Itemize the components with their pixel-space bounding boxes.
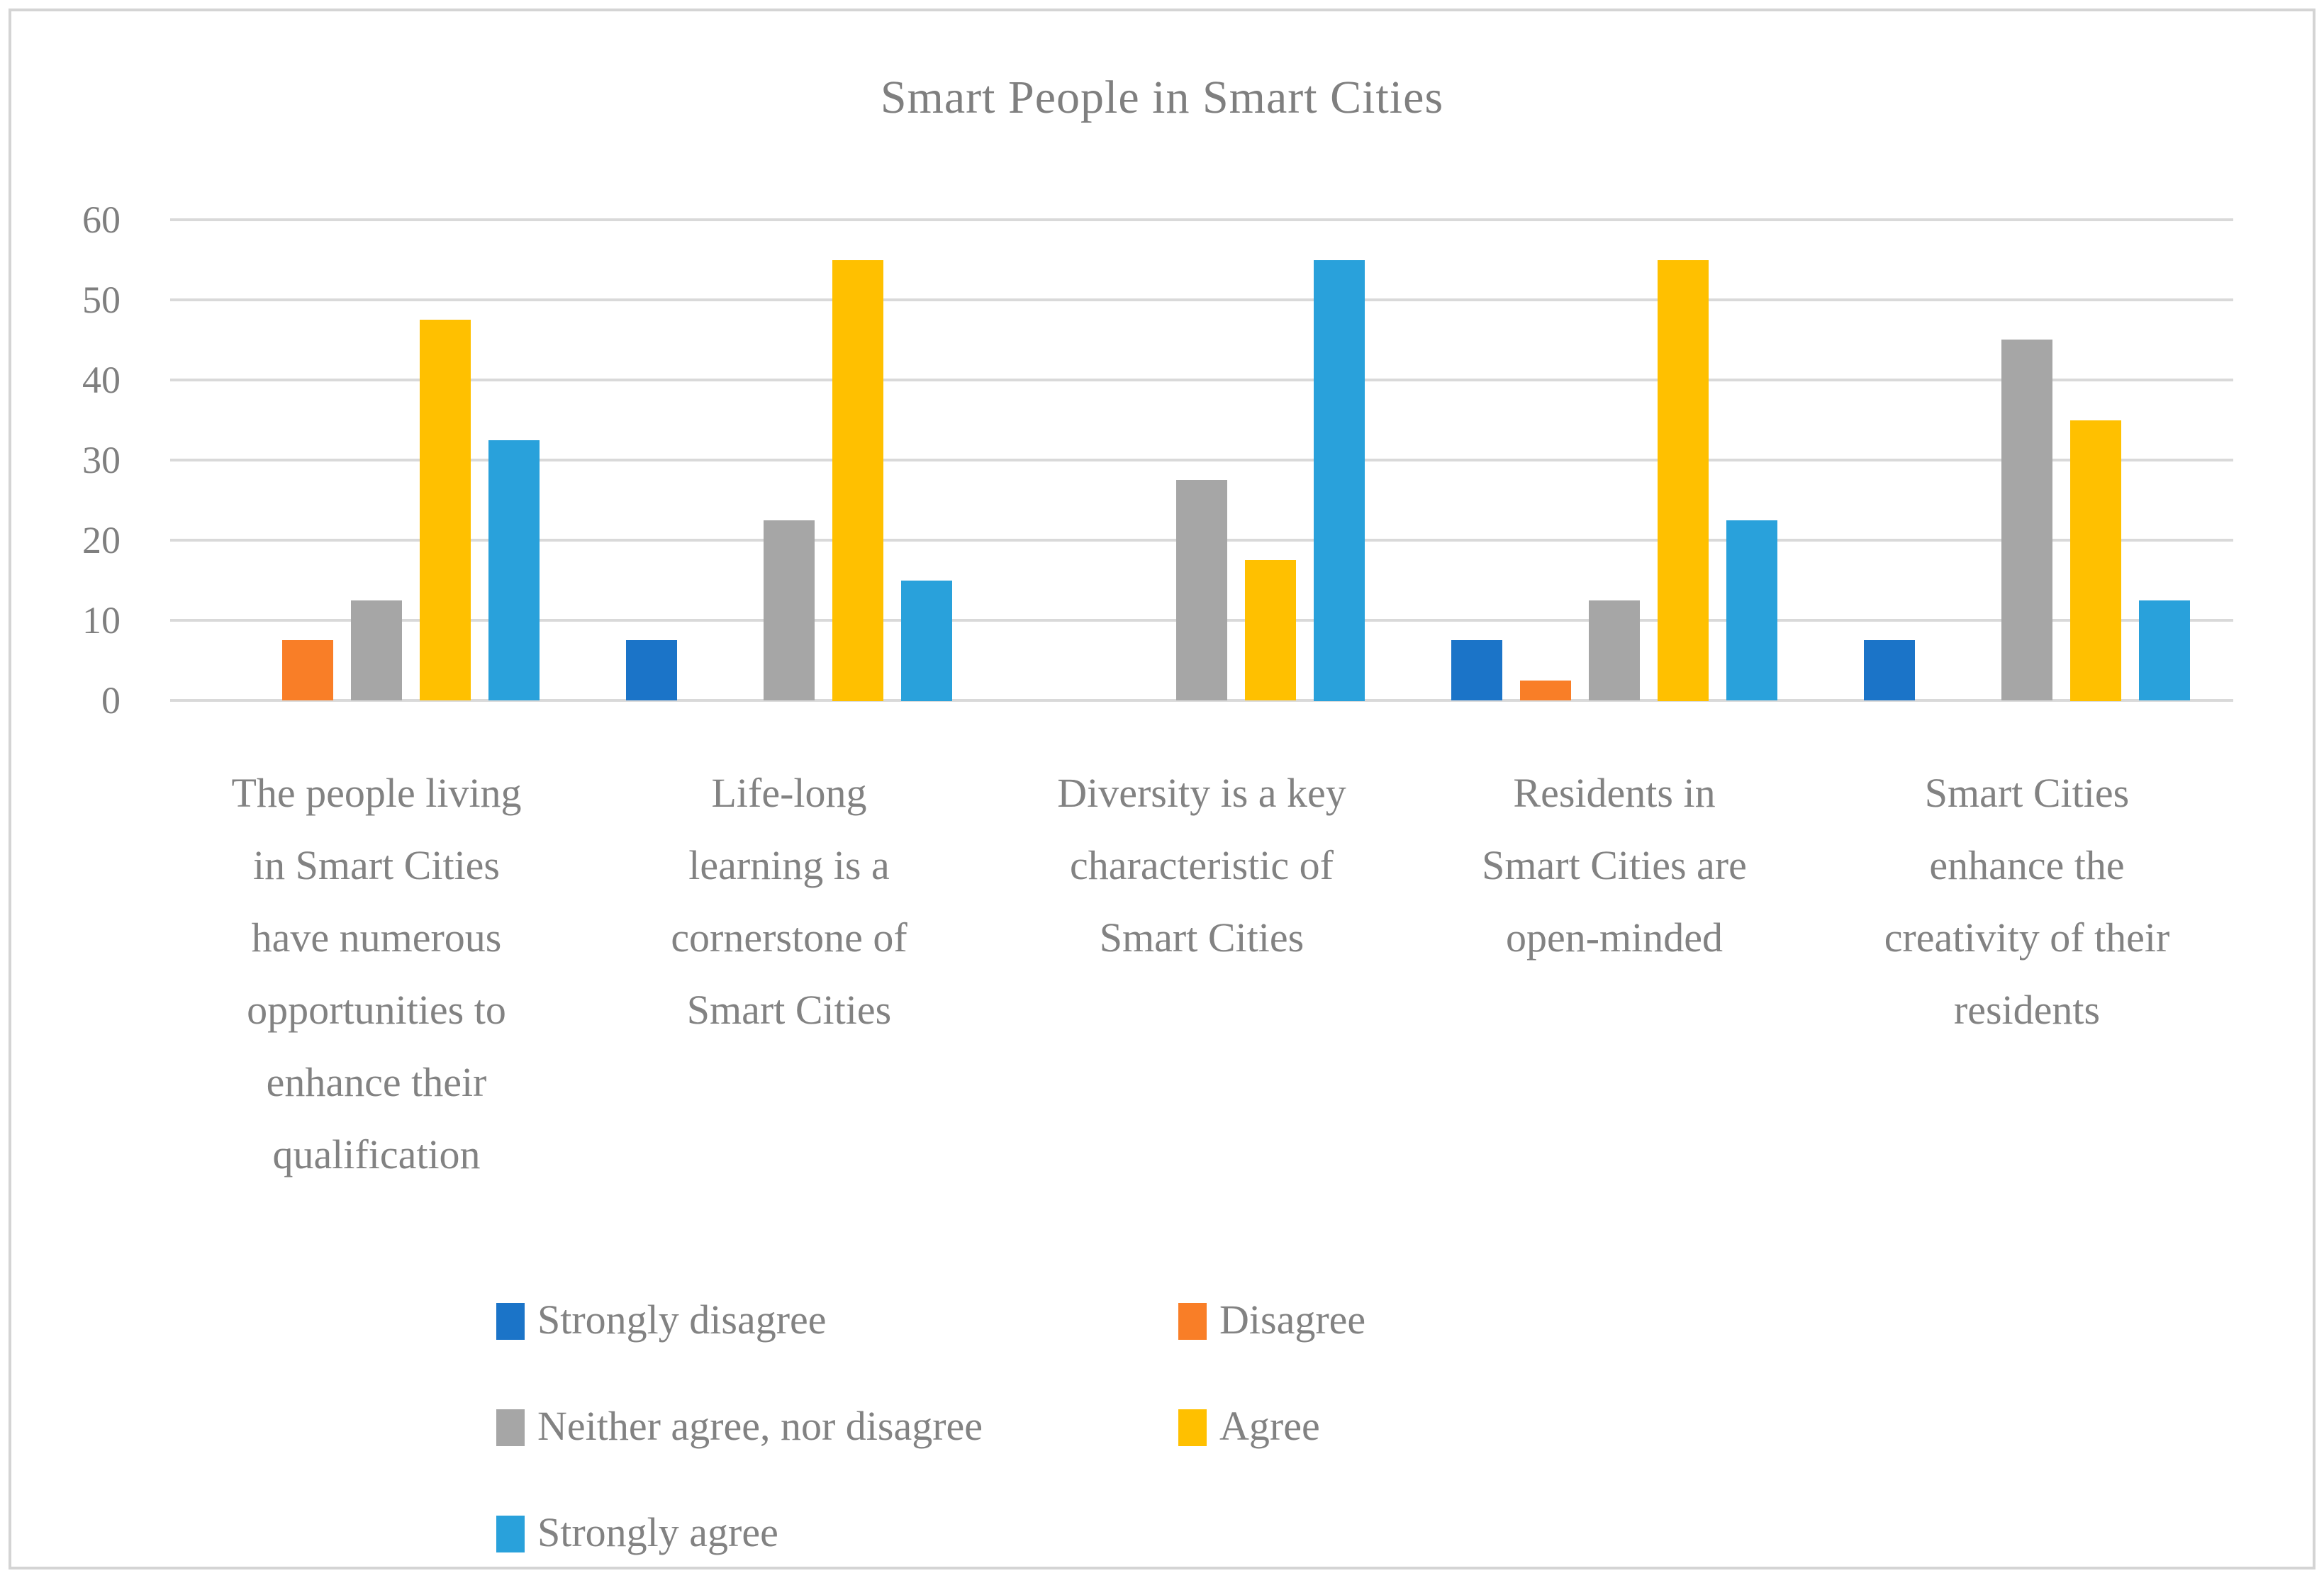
bar-agree-group-5 bbox=[2070, 420, 2121, 701]
gridline-40 bbox=[170, 379, 2233, 381]
y-axis-label-20: 20 bbox=[82, 519, 121, 561]
gridline-30 bbox=[170, 459, 2233, 461]
bar-neither-agree-nor-disagree-group-4 bbox=[1589, 600, 1640, 700]
category-label-line: enhance their bbox=[266, 1059, 487, 1105]
bar-strongly-agree-group-4 bbox=[1726, 520, 1777, 700]
category-label-line: Residents in bbox=[1513, 770, 1716, 816]
legend-swatch-strongly-disagree bbox=[496, 1303, 525, 1340]
gridline-0 bbox=[170, 699, 2233, 702]
chart-title: Smart People in Smart Cities bbox=[880, 72, 1444, 123]
category-label-3: Diversity is a key characteristic of Smart… bbox=[1001, 757, 1402, 974]
category-label-line: cornerstone of bbox=[671, 914, 907, 961]
category-label-line: enhance the bbox=[1929, 842, 2125, 888]
legend-label-strongly-disagree: Strongly disagree bbox=[537, 1297, 827, 1343]
y-axis-label-10: 10 bbox=[82, 599, 121, 642]
bar-neither-agree-nor-disagree-group-2 bbox=[764, 520, 815, 700]
legend-label-neither-agree-nor-disagree: Neither agree, nor disagree bbox=[537, 1403, 983, 1449]
bar-strongly-agree-group-1 bbox=[488, 440, 540, 700]
category-label-line: Diversity is a key bbox=[1057, 770, 1346, 816]
bar-strongly-disagree-group-2 bbox=[626, 640, 677, 700]
category-label-line: The people living bbox=[231, 770, 522, 816]
bar-strongly-disagree-group-5 bbox=[1864, 640, 1915, 700]
category-label-line: open-minded bbox=[1505, 914, 1724, 961]
bar-agree-group-4 bbox=[1658, 260, 1709, 701]
bar-agree-group-3 bbox=[1245, 560, 1296, 700]
bar-neither-agree-nor-disagree-group-3 bbox=[1176, 480, 1227, 700]
category-label-1: The people living in Smart Cities have num… bbox=[176, 757, 577, 1191]
legend-swatch-strongly-agree bbox=[496, 1516, 525, 1552]
category-label-4: Residents in Smart Cities are open-minded bbox=[1414, 757, 1815, 974]
category-label-line: creativity of their bbox=[1884, 914, 2170, 961]
category-label-line: qualification bbox=[272, 1131, 481, 1177]
category-label-line: Smart Cities bbox=[686, 987, 892, 1033]
bar-agree-group-2 bbox=[832, 260, 883, 701]
y-axis-label-40: 40 bbox=[82, 359, 121, 401]
category-label-line: Smart Cities bbox=[1924, 770, 2130, 816]
legend-label-agree: Agree bbox=[1219, 1403, 1320, 1449]
y-axis-label-50: 50 bbox=[82, 279, 121, 321]
category-label-line: Life-long bbox=[711, 770, 867, 816]
bar-disagree-group-4 bbox=[1520, 681, 1571, 700]
gridline-60 bbox=[170, 218, 2233, 221]
bar-neither-agree-nor-disagree-group-1 bbox=[351, 600, 402, 700]
legend-label-disagree: Disagree bbox=[1219, 1297, 1366, 1343]
gridline-50 bbox=[170, 298, 2233, 301]
bar-strongly-disagree-group-4 bbox=[1451, 640, 1502, 700]
bar-strongly-agree-group-5 bbox=[2139, 600, 2190, 700]
legend-swatch-disagree bbox=[1178, 1303, 1207, 1340]
category-label-line: Smart Cities bbox=[1099, 914, 1305, 961]
category-label-2: Life-long learning is a cornerstone of Smar… bbox=[588, 757, 990, 1046]
bar-agree-group-1 bbox=[420, 320, 471, 700]
category-label-line: Smart Cities are bbox=[1482, 842, 1747, 888]
legend-swatch-agree bbox=[1178, 1409, 1207, 1446]
bar-neither-agree-nor-disagree-group-5 bbox=[2001, 340, 2052, 700]
category-label-line: learning is a bbox=[688, 842, 890, 888]
category-label-5: Smart Cities enhance the creativity of the… bbox=[1826, 757, 2228, 1046]
y-axis-label-30: 30 bbox=[82, 439, 121, 481]
legend-label-strongly-agree: Strongly agree bbox=[537, 1509, 778, 1555]
legend-swatch-neither-agree-nor-disagree bbox=[496, 1409, 525, 1446]
y-axis-label-0: 0 bbox=[101, 679, 121, 722]
bar-strongly-agree-group-3 bbox=[1314, 260, 1365, 701]
bar-disagree-group-1 bbox=[282, 640, 333, 700]
category-label-line: residents bbox=[1953, 987, 2101, 1033]
bar-strongly-agree-group-2 bbox=[901, 581, 952, 701]
category-label-line: characteristic of bbox=[1070, 842, 1334, 888]
category-label-line: have numerous bbox=[251, 914, 502, 961]
category-label-line: opportunities to bbox=[247, 987, 506, 1033]
category-label-line: in Smart Cities bbox=[253, 842, 500, 888]
y-axis-label-60: 60 bbox=[82, 198, 121, 241]
